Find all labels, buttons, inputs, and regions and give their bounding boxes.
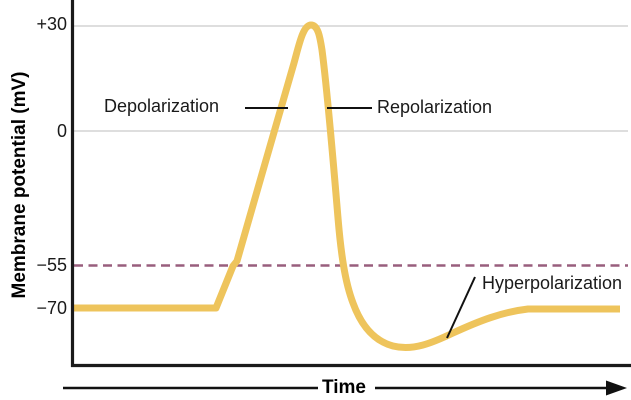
depolarization-label: Depolarization <box>104 96 220 116</box>
hyperpolarization-leader-line <box>446 276 476 339</box>
membrane-potential-curve <box>74 21 620 352</box>
hyperpolarization-label: Hyperpolarization <box>482 273 623 293</box>
time-arrowhead-icon <box>606 380 627 396</box>
y-tick-plus30: +30 <box>36 14 67 34</box>
y-tick-minus55: −55 <box>36 255 67 275</box>
y-tick-minus70: −70 <box>36 298 67 318</box>
y-tick-zero: 0 <box>56 121 67 141</box>
repolarization-label: Repolarization <box>377 97 493 117</box>
x-axis-title: Time <box>322 377 367 398</box>
